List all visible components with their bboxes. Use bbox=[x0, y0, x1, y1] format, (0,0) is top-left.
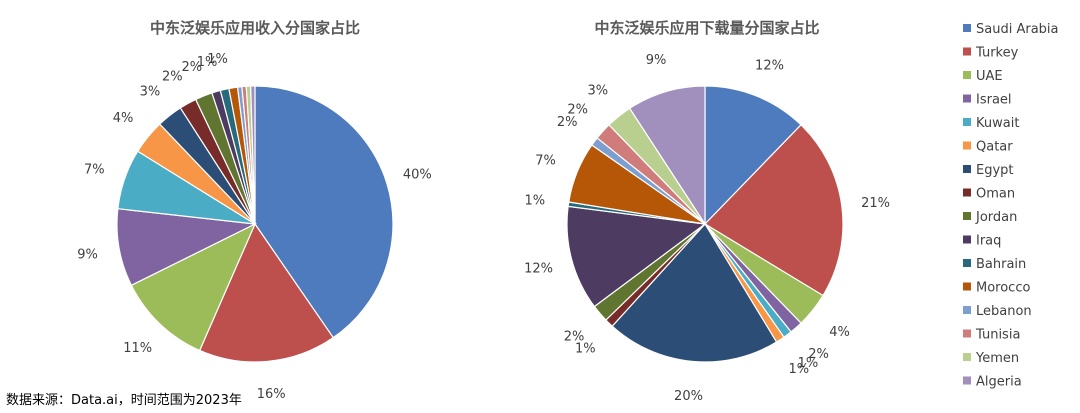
legend-swatch-morocco bbox=[963, 282, 971, 291]
legend: Saudi Arabia Turkey UAE Israel Kuwait Qatar Eg… bbox=[963, 22, 1059, 390]
data-label-egypt: 20% bbox=[674, 389, 703, 404]
data-label-saudi-arabia: 12% bbox=[755, 59, 784, 74]
data-label-qatar: 4% bbox=[113, 111, 134, 126]
legend-swatch-algeria bbox=[963, 376, 971, 385]
downloads-pie: 12%21%4%2%1%1%20%1%2%12%1%7%2%2%3%9% bbox=[524, 53, 890, 404]
revenue-chart-title: 中东泛娱乐应用收入分国家占比 bbox=[150, 19, 360, 37]
legend-label-kuwait: Kuwait bbox=[976, 116, 1019, 131]
data-label-turkey: 16% bbox=[257, 387, 286, 402]
data-label-saudi-arabia: 40% bbox=[403, 168, 432, 183]
pie-slice-egypt bbox=[611, 223, 778, 363]
legend-label-egypt: Egypt bbox=[976, 163, 1014, 178]
legend-swatch-iraq bbox=[963, 235, 971, 244]
legend-swatch-jordan bbox=[963, 212, 971, 220]
legend-swatch-lebanon bbox=[963, 306, 971, 314]
legend-swatch-turkey bbox=[963, 47, 971, 56]
data-label-turkey: 21% bbox=[861, 196, 890, 211]
pie-slice-turkey bbox=[198, 222, 335, 363]
legend-label-turkey: Turkey bbox=[975, 46, 1019, 61]
data-label-qatar: 1% bbox=[788, 362, 809, 377]
legend-swatch-saudi-arabia bbox=[963, 24, 971, 32]
data-label-kuwait: 1% bbox=[798, 356, 819, 371]
data-label-yemen: 3% bbox=[587, 84, 608, 99]
data-label-iraq: 1% bbox=[197, 55, 218, 70]
data-label-algeria: 9% bbox=[646, 53, 667, 68]
legend-swatch-egypt bbox=[963, 165, 971, 173]
data-label-bahrain: 1% bbox=[207, 52, 228, 67]
data-label-oman: 1% bbox=[575, 342, 596, 357]
pie-slice-saudi-arabia bbox=[704, 85, 802, 226]
legend-swatch-oman bbox=[963, 188, 971, 197]
data-label-tunisia: 2% bbox=[567, 102, 588, 117]
legend-label-qatar: Qatar bbox=[976, 140, 1013, 155]
data-label-israel: 9% bbox=[77, 248, 98, 263]
legend-label-saudi-arabia: Saudi Arabia bbox=[976, 22, 1059, 37]
legend-swatch-uae bbox=[963, 71, 971, 79]
legend-label-lebanon: Lebanon bbox=[976, 304, 1032, 319]
data-label-iraq: 12% bbox=[524, 262, 553, 277]
data-label-jordan: 2% bbox=[564, 330, 585, 345]
pie-slice-algeria bbox=[250, 85, 256, 225]
legend-label-algeria: Algeria bbox=[976, 375, 1022, 390]
pie-slice-turkey bbox=[704, 124, 844, 297]
pie-slice-iraq bbox=[566, 205, 707, 308]
data-label-israel: 2% bbox=[808, 347, 829, 362]
legend-swatch-bahrain bbox=[963, 259, 971, 267]
legend-swatch-tunisia bbox=[963, 329, 971, 338]
pie-slice-uae bbox=[130, 222, 257, 352]
legend-label-bahrain: Bahrain bbox=[976, 257, 1026, 272]
pie-slice-saudi-arabia bbox=[254, 85, 394, 339]
revenue-pie: 40%16%11%9%7%4%3%2%2%1%1% bbox=[77, 52, 431, 402]
pie-slice-algeria bbox=[628, 85, 706, 227]
data-label-lebanon: 2% bbox=[557, 115, 578, 130]
legend-swatch-israel bbox=[963, 94, 971, 103]
legend-label-tunisia: Tunisia bbox=[975, 328, 1020, 343]
data-label-morocco: 7% bbox=[535, 154, 556, 169]
legend-label-iraq: Iraq bbox=[976, 234, 1001, 249]
data-label-jordan: 2% bbox=[181, 60, 202, 75]
data-label-uae: 4% bbox=[829, 325, 850, 340]
data-label-uae: 11% bbox=[123, 341, 152, 356]
legend-label-jordan: Jordan bbox=[975, 210, 1017, 225]
legend-label-israel: Israel bbox=[976, 93, 1012, 108]
legend-swatch-qatar bbox=[963, 141, 971, 150]
data-label-kuwait: 7% bbox=[84, 162, 105, 177]
pie-slice-israel bbox=[116, 208, 258, 287]
legend-label-oman: Oman bbox=[976, 187, 1015, 202]
source-note: 数据来源：Data.ai，时间范围为2023年 bbox=[6, 393, 242, 408]
data-label-oman: 2% bbox=[162, 69, 183, 84]
data-label-bahrain: 1% bbox=[524, 193, 545, 208]
legend-label-morocco: Morocco bbox=[976, 281, 1030, 296]
legend-swatch-kuwait bbox=[963, 118, 971, 126]
legend-label-yemen: Yemen bbox=[975, 351, 1019, 366]
downloads-chart-title: 中东泛娱乐应用下载量分国家占比 bbox=[594, 19, 819, 37]
data-label-egypt: 3% bbox=[140, 84, 161, 99]
legend-label-uae: UAE bbox=[976, 69, 1003, 84]
legend-swatch-yemen bbox=[963, 353, 971, 361]
